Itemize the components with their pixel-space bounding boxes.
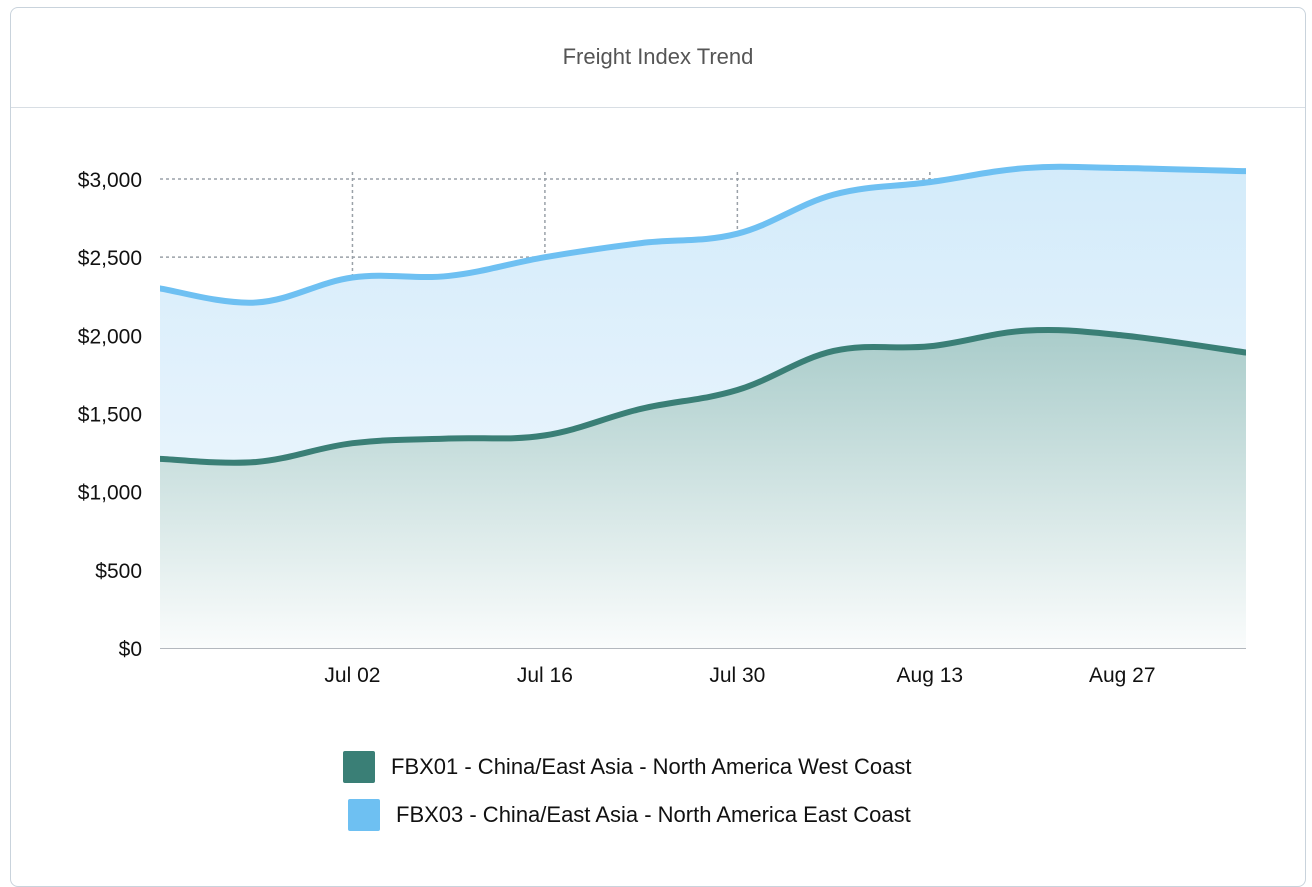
y-tick-label: $2,500: [78, 247, 142, 270]
x-tick-label: Aug 27: [1089, 664, 1156, 687]
legend-label-fbx01: FBX01 - China/East Asia - North America …: [391, 753, 912, 779]
y-tick-label: $2,000: [78, 325, 142, 348]
x-tick-label: Jul 16: [517, 664, 573, 687]
area-fbx01: [160, 329, 1246, 648]
y-tick-label: $3,000: [78, 169, 142, 192]
y-tick-label: $1,500: [78, 404, 142, 427]
y-tick-label: $500: [95, 560, 142, 583]
chart-title: Freight Index Trend: [562, 44, 754, 69]
legend-swatch-fbx01: [343, 750, 375, 783]
y-tick-label: $0: [119, 638, 142, 661]
legend-item-fbx01[interactable]: FBX01 - China/East Asia - North America …: [343, 750, 911, 783]
card-header: Freight Index Trend: [11, 8, 1305, 108]
x-tick-label: Jul 30: [709, 664, 765, 687]
series-areas: [160, 166, 1246, 648]
x-tick-label: Jul 02: [324, 664, 380, 687]
legend-label-fbx03: FBX03 - China/East Asia - North America …: [396, 801, 911, 827]
y-tick-label: $1,000: [78, 482, 142, 505]
y-axis-ticks: $0 $500 $1,000 $1,500 $2,000 $2,500 $3,000: [78, 169, 142, 661]
legend: FBX01 - China/East Asia - North America …: [343, 750, 911, 846]
line-fbx01[interactable]: [160, 326, 1246, 466]
legend-swatch-fbx03: [348, 798, 380, 831]
legend-item-fbx03[interactable]: FBX03 - China/East Asia - North America …: [343, 798, 911, 831]
x-axis-ticks: Jul 02 Jul 16 Jul 30 Aug 13 Aug 27: [324, 664, 1155, 687]
series-lines: [160, 163, 1246, 466]
line-fbx03[interactable]: [160, 163, 1246, 306]
x-tick-label: Aug 13: [897, 664, 964, 687]
